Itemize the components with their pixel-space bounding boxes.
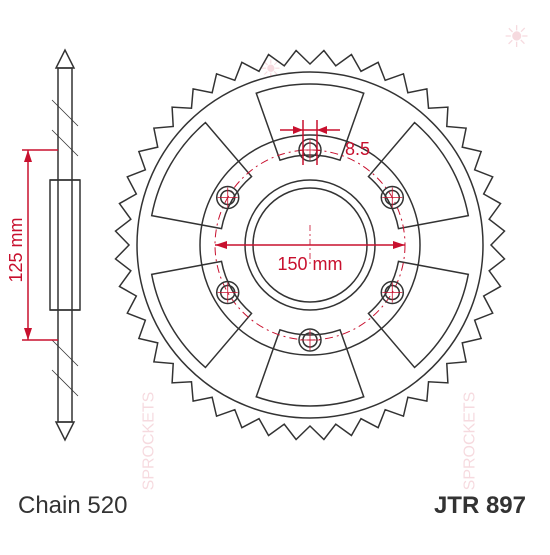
watermark-text: SPROCKETS	[140, 392, 158, 491]
side-profile	[50, 50, 80, 440]
watermark-icon: ☀	[260, 55, 282, 84]
height-label: 125 mm	[6, 217, 26, 282]
watermark-icon: ☀	[503, 20, 530, 55]
bolt-circle-label: 150 mm	[277, 254, 342, 274]
diagram-container: 125 mm 150 mm 8.5 ☀ ☀ SPROCKETS SPROCKET…	[0, 0, 550, 550]
part-number: JTR 897	[434, 492, 526, 520]
dimension-bolt-circle: 150 mm	[215, 241, 405, 274]
chain-label: Chain 520	[18, 492, 127, 520]
bolt-hole-label: 8.5	[345, 139, 370, 159]
dimension-bolt-hole: 8.5	[280, 120, 370, 165]
watermark-text: SPROCKETS	[462, 392, 480, 491]
